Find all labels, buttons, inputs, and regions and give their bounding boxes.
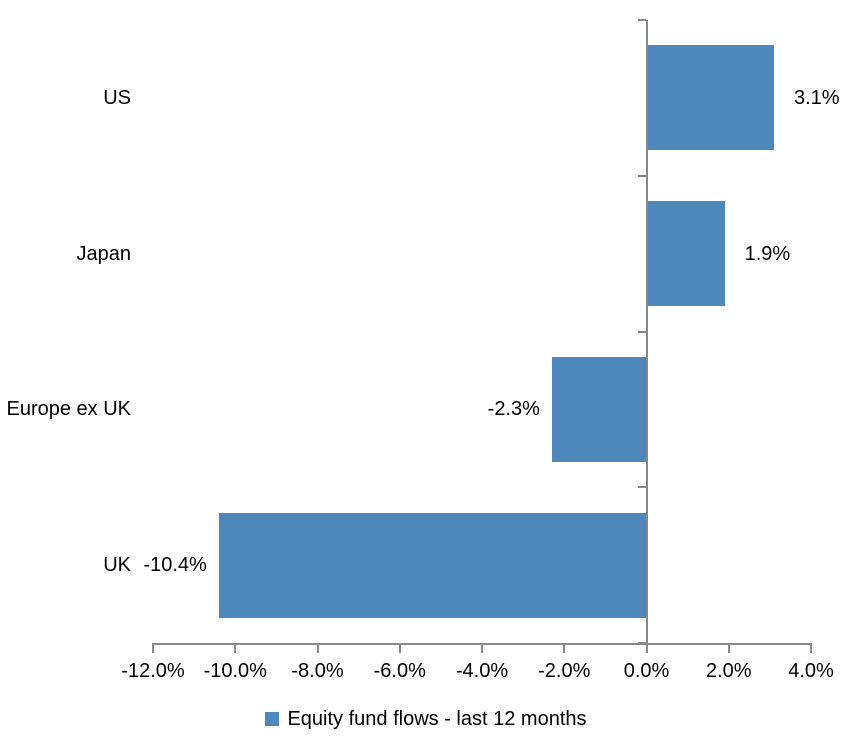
x-tick-label-1: -10.0% [203,660,267,682]
bar-uk [218,512,647,618]
x-tick-label-6: 0.0% [623,660,670,682]
x-axis-tick [316,643,319,653]
legend: Equity fund flows - last 12 months [0,705,852,733]
x-axis-tick [727,643,730,653]
category-label-uk: UK [103,554,131,577]
category-label-us: US [103,86,131,109]
value-label-uk: -10.4% [143,554,207,577]
bar-japan [646,201,725,307]
category-axis-tick [637,19,646,21]
category-axis-tick [637,330,646,333]
value-label-us: 3.1% [793,86,840,109]
x-tick-label-8: 4.0% [788,660,834,682]
x-tick-label-7: 2.0% [705,660,752,682]
legend-label: Equity fund flows - last 12 months [287,708,587,730]
bar-europe-ex-uk [551,356,647,462]
x-axis-tick [152,643,154,653]
x-tick-label-4: -4.0% [455,660,509,682]
x-tick-label-5: -2.0% [538,660,591,682]
x-axis-tick [810,643,812,653]
x-axis-tick [563,643,566,653]
x-tick-label-3: -6.0% [373,660,426,682]
x-tick-label-2: -8.0% [291,660,344,682]
x-axis-tick [645,643,648,653]
category-axis-line [645,20,648,651]
category-label-japan: Japan [76,242,132,265]
category-axis-tick [637,486,646,489]
x-tick-label-0: -12.0% [121,660,185,682]
x-axis-tick [398,643,401,653]
category-axis-tick [637,174,646,177]
bar-us [646,45,774,151]
x-axis-tick [234,643,237,653]
category-label-europe-ex-uk: Europe ex UK [6,398,131,421]
value-label-europe-ex-uk: -2.3% [487,398,540,421]
x-axis-tick [481,643,483,653]
legend-swatch-icon [265,712,280,726]
value-label-japan: 1.9% [744,242,791,265]
